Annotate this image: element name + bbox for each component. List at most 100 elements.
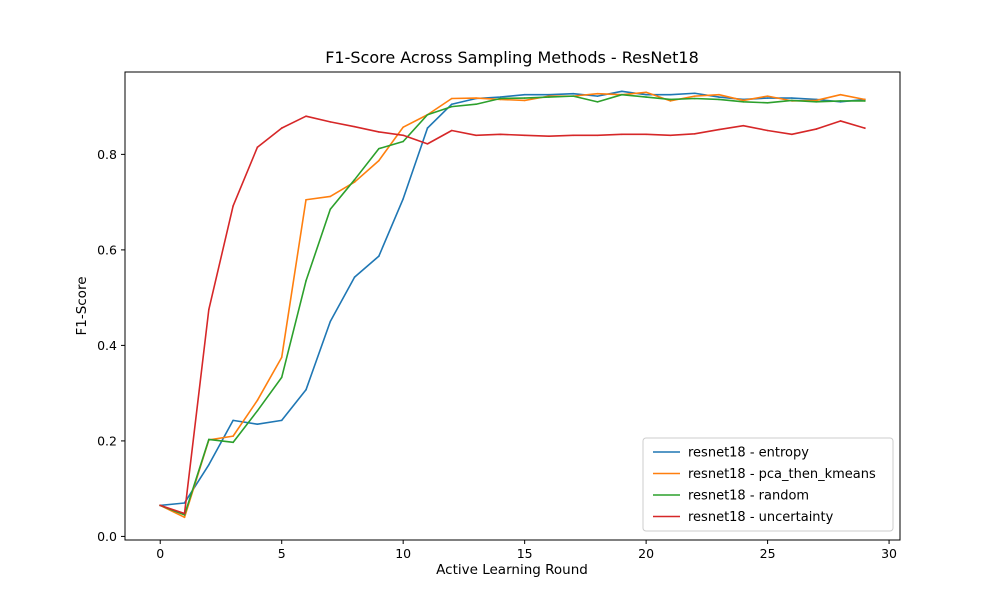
data-point-3-17 (572, 134, 575, 137)
data-point-3-5 (280, 127, 283, 129)
data-point-3-25 (766, 129, 769, 132)
data-point-2-26 (791, 99, 793, 102)
data-point-2-13 (475, 103, 477, 106)
x-tick-label: 0 (156, 546, 164, 561)
data-point-1-21 (669, 100, 672, 102)
data-point-2-15 (523, 97, 526, 99)
data-point-0-2 (208, 463, 210, 466)
data-point-0-18 (596, 95, 599, 97)
data-point-2-17 (572, 95, 575, 97)
data-point-3-20 (645, 133, 647, 136)
data-point-2-21 (669, 98, 672, 101)
data-point-3-19 (621, 133, 623, 136)
y-tick-label: 0.0 (97, 529, 117, 544)
series-line-2 (159, 93, 866, 516)
legend-label-0: resnet18 - entropy (688, 446, 809, 461)
data-point-1-27 (815, 99, 817, 102)
data-point-1-24 (742, 99, 745, 102)
data-point-0-8 (353, 276, 356, 278)
data-point-3-24 (742, 124, 745, 127)
legend-label-2: resnet18 - random (688, 489, 809, 504)
data-point-2-4 (256, 410, 259, 412)
data-point-2-5 (280, 376, 283, 379)
y-tick-label: 0.2 (97, 433, 117, 448)
data-point-3-23 (718, 128, 720, 131)
data-point-1-22 (693, 95, 696, 97)
x-tick-label: 30 (881, 546, 897, 561)
data-point-0-23 (718, 96, 720, 98)
y-axis-ticks: 0.0 0.2 0.4 0.6 0.8 (97, 147, 125, 544)
data-point-3-10 (402, 134, 404, 137)
x-tick-label: 5 (278, 546, 286, 561)
data-point-1-7 (329, 195, 332, 198)
series-line-3 (159, 115, 866, 515)
data-point-1-1 (183, 516, 186, 519)
data-point-3-3 (232, 205, 234, 207)
data-point-2-6 (305, 280, 307, 282)
data-point-3-6 (305, 115, 307, 117)
data-point-1-23 (718, 93, 720, 96)
data-point-3-14 (499, 133, 502, 136)
data-point-3-15 (523, 134, 526, 137)
data-point-3-7 (329, 121, 332, 123)
data-point-1-12 (450, 97, 453, 100)
data-point-2-11 (426, 113, 429, 116)
data-point-3-8 (353, 125, 356, 128)
data-point-2-3 (232, 441, 234, 444)
plot-frame (124, 71, 901, 541)
data-point-3-29 (863, 127, 866, 129)
data-point-3-16 (548, 135, 550, 138)
data-point-0-16 (548, 93, 550, 96)
data-point-2-2 (208, 438, 210, 441)
x-tick-label: 25 (760, 546, 776, 561)
data-point-1-3 (232, 435, 234, 437)
data-point-0-3 (232, 419, 234, 422)
x-tick-label: 20 (638, 546, 654, 561)
data-point-2-18 (596, 101, 599, 103)
data-point-1-5 (280, 356, 283, 359)
data-point-2-22 (693, 97, 696, 100)
data-point-2-28 (839, 100, 842, 102)
data-point-3-28 (839, 120, 842, 122)
data-point-2-10 (402, 140, 404, 143)
series-line-1 (159, 91, 866, 519)
data-point-0-25 (766, 97, 769, 99)
data-point-3-13 (475, 134, 477, 137)
legend-label-3: resnet18 - uncertainty (688, 510, 834, 525)
data-point-0-10 (402, 197, 404, 200)
data-point-2-27 (815, 101, 817, 103)
data-point-2-25 (766, 102, 769, 104)
data-point-1-8 (353, 181, 356, 183)
data-point-2-29 (863, 100, 866, 102)
data-point-0-22 (693, 92, 696, 95)
legend: resnet18 - entropy resnet18 - pca_then_km… (642, 437, 894, 532)
data-point-0-17 (572, 92, 575, 95)
data-point-3-26 (791, 133, 793, 136)
data-point-3-2 (208, 308, 210, 311)
x-axis-ticks: 0 5 10 15 20 25 30 (156, 540, 897, 561)
data-point-0-5 (280, 419, 283, 422)
chart-title: F1-Score Across Sampling Methods - ResNe… (325, 48, 699, 67)
data-point-3-9 (378, 131, 380, 133)
x-tick-label: 10 (395, 546, 411, 561)
data-point-0-11 (426, 127, 429, 129)
data-point-1-18 (596, 92, 599, 95)
data-point-1-6 (305, 198, 307, 201)
data-point-2-19 (621, 93, 623, 96)
data-point-1-9 (378, 159, 380, 162)
data-point-0-4 (256, 423, 259, 425)
data-point-3-0 (159, 504, 162, 507)
data-point-1-25 (766, 95, 769, 97)
data-point-2-1 (183, 514, 186, 516)
data-point-2-20 (645, 96, 647, 98)
data-point-1-28 (839, 93, 842, 96)
data-point-1-15 (523, 99, 526, 102)
data-point-2-24 (742, 101, 745, 103)
data-point-0-14 (499, 96, 502, 98)
data-point-0-9 (378, 255, 380, 257)
data-point-3-12 (450, 129, 453, 132)
y-tick-label: 0.8 (97, 147, 117, 162)
data-point-1-10 (402, 126, 404, 128)
y-tick-label: 0.4 (97, 338, 117, 353)
